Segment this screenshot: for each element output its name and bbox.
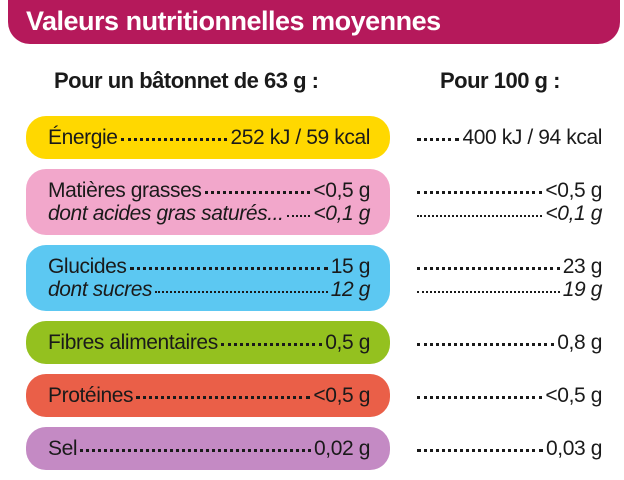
nutrient-line: 19 g: [414, 278, 602, 301]
per-100g-value: 400 kJ / 94 kcal: [462, 126, 602, 149]
dot-leader: [417, 449, 543, 452]
nutrient-line: <0,1 g: [414, 202, 602, 225]
dot-leader: [155, 291, 328, 293]
portion-value: 15 g: [330, 255, 371, 278]
per-100g-value: 0,03 g: [546, 437, 602, 460]
nutrient-label: Glucides: [48, 255, 127, 278]
portion-value: <0,1 g: [313, 202, 370, 225]
nutrient-pill: Fibres alimentaires 0,5 g: [26, 321, 390, 364]
nutrient-label: dont sucres: [48, 278, 153, 301]
nutrient-pill: Sel 0,02 g: [26, 427, 390, 470]
dot-leader: [417, 215, 543, 217]
per-100g-column: 23 g 19 g: [414, 245, 602, 311]
portion-value: 0,02 g: [314, 437, 370, 460]
per-100g-value: <0,5 g: [545, 179, 602, 202]
nutrient-line: 400 kJ / 94 kcal: [414, 126, 602, 149]
nutrient-line: 0,8 g: [414, 331, 602, 354]
nutrient-group: Fibres alimentaires 0,5 g 0,8 g: [0, 321, 624, 364]
per-100g-value: 23 g: [562, 255, 603, 278]
dot-leader: [286, 215, 311, 217]
dot-leader: [417, 267, 560, 270]
per-100g-column: 0,03 g: [414, 427, 602, 470]
nutrient-label: Énergie: [48, 126, 118, 149]
nutrient-line: Matières grasses <0,5 g: [48, 179, 370, 202]
nutrient-group: Protéines <0,5 g <0,5 g: [0, 374, 624, 417]
nutrient-line: dont sucres 12 g: [48, 278, 370, 301]
nutrient-label: Protéines: [48, 384, 134, 407]
nutrient-line: 23 g: [414, 255, 602, 278]
dot-leader: [80, 449, 311, 452]
dot-leader: [417, 291, 560, 293]
nutrient-pill: Glucides 15 g dont sucres 12 g: [26, 245, 390, 311]
nutrient-line: Énergie 252 kJ / 59 kcal: [48, 126, 370, 149]
column-header: Pour 100 g :: [440, 68, 560, 93]
nutrient-label: dont acides gras saturés...: [48, 202, 284, 225]
dot-leader: [136, 396, 311, 399]
nutrient-line: Glucides 15 g: [48, 255, 370, 278]
nutrient-group: Énergie 252 kJ / 59 kcal 400 kJ / 94 kcal: [0, 116, 624, 159]
nutrient-line: Fibres alimentaires 0,5 g: [48, 331, 370, 354]
nutrient-pill: Matières grasses <0,5 g dont acides gras s…: [26, 169, 390, 235]
dot-leader: [220, 343, 323, 346]
nutrient-group: Glucides 15 g dont sucres 12 g 23 g 19 g: [0, 245, 624, 311]
dot-leader: [129, 267, 328, 270]
portion-value: <0,5 g: [313, 384, 370, 407]
per-100g-column: 400 kJ / 94 kcal: [414, 116, 602, 159]
nutrient-label: Matières grasses: [48, 179, 202, 202]
nutrient-pill: Énergie 252 kJ / 59 kcal: [26, 116, 390, 159]
nutrient-group: Matières grasses <0,5 g dont acides gras s…: [0, 169, 624, 235]
nutrition-table: Énergie 252 kJ / 59 kcal 400 kJ / 94 kcal M…: [0, 116, 624, 480]
per-100g-value: <0,1 g: [545, 202, 602, 225]
portion-value: <0,5 g: [313, 179, 370, 202]
per-100g-column: 0,8 g: [414, 321, 602, 364]
dot-leader: [417, 343, 555, 346]
portion-value: 12 g: [330, 278, 371, 301]
dot-leader: [120, 138, 228, 141]
nutrient-line: <0,5 g: [414, 179, 602, 202]
per-100g-column: <0,5 g: [414, 374, 602, 417]
dot-leader: [417, 138, 460, 141]
portion-value: 252 kJ / 59 kcal: [230, 126, 370, 149]
dot-leader: [204, 191, 311, 194]
per-100g-value: 0,8 g: [557, 331, 602, 354]
column-header: Pour un bâtonnet de 63 g :: [54, 68, 319, 93]
nutrient-line: dont acides gras saturés... <0,1 g: [48, 202, 370, 225]
nutrient-label: Fibres alimentaires: [48, 331, 218, 354]
nutrient-line: 0,03 g: [414, 437, 602, 460]
nutrient-label: Sel: [48, 437, 78, 460]
per-100g-value: 19 g: [562, 278, 603, 301]
per-100g-value: <0,5 g: [545, 384, 602, 407]
nutrient-line: Protéines <0,5 g: [48, 384, 370, 407]
nutrient-pill: Protéines <0,5 g: [26, 374, 390, 417]
portion-value: 0,5 g: [325, 331, 370, 354]
dot-leader: [417, 396, 543, 399]
dot-leader: [417, 191, 543, 194]
per-100g-column: <0,5 g <0,1 g: [414, 169, 602, 235]
title-banner: Valeurs nutritionnelles moyennes: [8, 0, 620, 44]
nutrient-group: Sel 0,02 g 0,03 g: [0, 427, 624, 470]
nutrient-line: <0,5 g: [414, 384, 602, 407]
nutrient-line: Sel 0,02 g: [48, 437, 370, 460]
